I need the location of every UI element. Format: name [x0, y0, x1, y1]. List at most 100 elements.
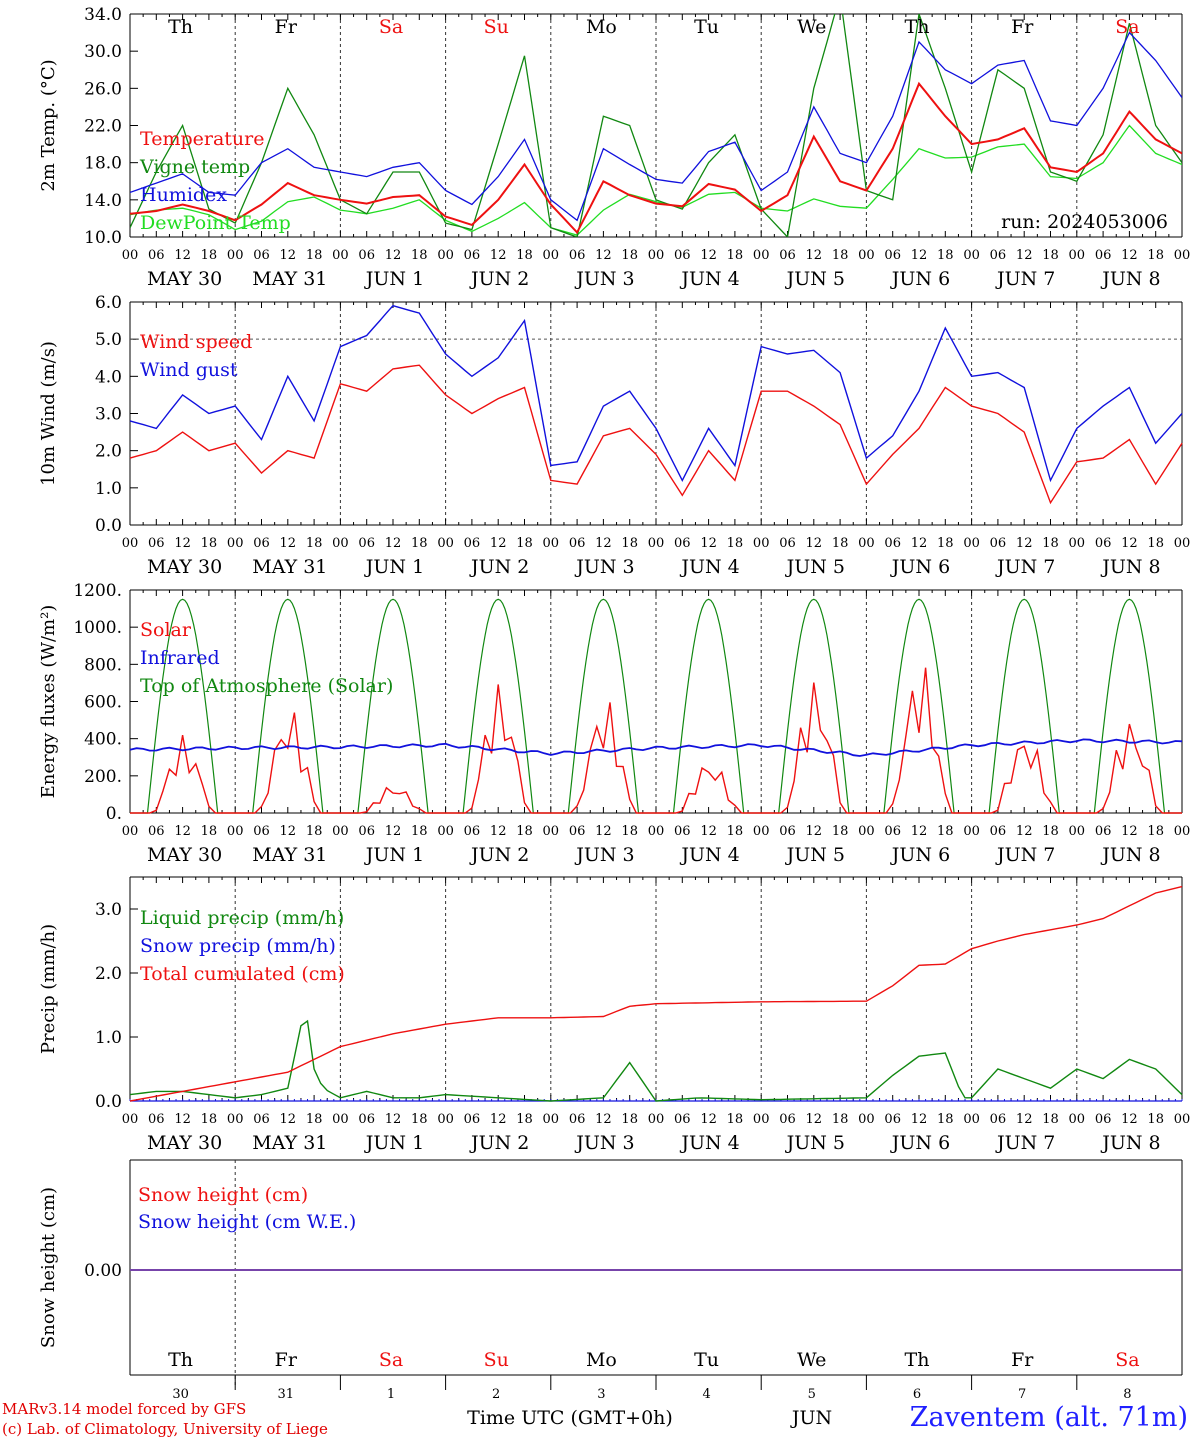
panel-3-hour-label: 06 — [779, 824, 796, 839]
panel-4-y-tick-label: 3.0 — [95, 900, 122, 920]
panel-1-date-label: JUN 7 — [995, 268, 1055, 290]
panel-4-date-label: MAY 31 — [252, 1132, 327, 1154]
panel-4-date-label: JUN 3 — [574, 1132, 634, 1154]
panel-4-hour-label: 06 — [464, 1112, 481, 1127]
bottom-weekday-label: Th — [905, 1349, 930, 1371]
panel-4-hour-label: 12 — [1121, 1112, 1138, 1127]
panel-4-hour-label: 18 — [937, 1112, 954, 1127]
panel-3-hour-label: 12 — [490, 824, 507, 839]
panel-3-hour-label: 18 — [1042, 824, 1059, 839]
panel-1-hour-label: 18 — [1042, 248, 1059, 263]
panel-4-hour-label: 00 — [858, 1112, 875, 1127]
weekday-label: We — [797, 16, 826, 38]
panel-4-hour-label: 00 — [332, 1112, 349, 1127]
panel-4-hour-label: 00 — [543, 1112, 560, 1127]
panel-2-hour-label: 12 — [806, 536, 823, 551]
panel-3-hour-label: 00 — [543, 824, 560, 839]
bottom-day-number: 4 — [702, 1387, 710, 1402]
panel-3-hour-label: 00 — [858, 824, 875, 839]
panel-1-hour-label: 06 — [569, 248, 586, 263]
panel-2-hour-label: 12 — [490, 536, 507, 551]
panel-3-hour-label: 12 — [280, 824, 297, 839]
panel-2-hour-label: 12 — [1016, 536, 1033, 551]
panel-4-legend-snow-precip-mm-h-: Snow precip (mm/h) — [140, 935, 336, 957]
panel-4-date-label: JUN 2 — [469, 1132, 529, 1154]
panel-2-date-label: JUN 5 — [785, 556, 845, 578]
bottom-weekday-label: Fr — [275, 1349, 298, 1371]
panel-4-hour-label: 06 — [674, 1112, 691, 1127]
bottom-day-number: 30 — [172, 1387, 189, 1402]
bottom-weekday-label: Mo — [586, 1349, 617, 1371]
panel-4-hour-label: 18 — [621, 1112, 638, 1127]
panel-1-hour-label: 12 — [806, 248, 823, 263]
panel-1-hour-label: 06 — [358, 248, 375, 263]
bottom-weekday-label: Sa — [1115, 1349, 1139, 1371]
panel-1-hour-label: 06 — [464, 248, 481, 263]
series-wind-speed — [129, 364, 1183, 505]
panel-4-date-label: JUN 4 — [679, 1132, 739, 1154]
panel-4-hour-label: 06 — [1095, 1112, 1112, 1127]
panel-4-date-label: JUN 7 — [995, 1132, 1055, 1154]
panel-1-legend-temperature: Temperature — [140, 128, 264, 150]
panel-3-hour-label: 18 — [1147, 824, 1164, 839]
panel-1-hour-label: 00 — [648, 248, 665, 263]
panel-3-legend-top-of-atmosphere-solar-: Top of Atmosphere (Solar) — [140, 675, 393, 697]
panel-3-hour-label: 12 — [174, 824, 191, 839]
panel-4-y-tick-label: 0.0 — [95, 1092, 122, 1112]
series-infrared — [129, 738, 1183, 757]
panel-2-hour-label: 18 — [727, 536, 744, 551]
panel-3-hour-label: 12 — [911, 824, 928, 839]
panel-2-hour-label: 00 — [122, 536, 139, 551]
panel-1-hour-label: 18 — [727, 248, 744, 263]
panel-3-hour-label: 00 — [332, 824, 349, 839]
panel-3-date-label: JUN 6 — [890, 844, 950, 866]
panel-1-hour-label: 18 — [411, 248, 428, 263]
panel-4-hour-label: 00 — [227, 1112, 244, 1127]
panel-3-y-label: Energy fluxes (W/m²) — [38, 605, 59, 799]
bottom-day-number: 2 — [492, 1387, 500, 1402]
panel-3-y-tick-label: 600. — [84, 693, 122, 713]
panel-2-y-tick-label: 1.0 — [95, 479, 122, 499]
panel-3-hour-label: 06 — [464, 824, 481, 839]
panel-2-hour-label: 18 — [411, 536, 428, 551]
panel-2-date-label: JUN 1 — [364, 556, 424, 578]
panel-1-y-tick-label: 34.0 — [84, 5, 122, 25]
panel-3-hour-label: 00 — [648, 824, 665, 839]
panel-1-hour-label: 00 — [227, 248, 244, 263]
panel-1-hour-label: 18 — [306, 248, 323, 263]
bottom-weekday-label: Tu — [694, 1349, 719, 1371]
panel-2-hour-label: 00 — [227, 536, 244, 551]
bottom-day-number: 8 — [1123, 1387, 1131, 1402]
panel-1-hour-label: 18 — [832, 248, 849, 263]
panel-3-hour-label: 00 — [963, 824, 980, 839]
panel-3-hour-label: 00 — [1069, 824, 1086, 839]
panel-5-y-label: Snow height (cm) — [38, 1187, 59, 1348]
weekday-label: Tu — [694, 16, 719, 38]
panel-2-hour-label: 06 — [990, 536, 1007, 551]
panel-4-date-label: MAY 30 — [147, 1132, 222, 1154]
panel-1-y-label: 2m Temp. (°C) — [38, 59, 59, 191]
panel-2-hour-label: 18 — [201, 536, 218, 551]
panel-3-hour-label: 06 — [990, 824, 1007, 839]
panel-4-hour-label: 06 — [884, 1112, 901, 1127]
panel-3-y-tick-label: 1200. — [73, 581, 122, 601]
panel-2-y-label: 10m Wind (m/s) — [38, 341, 59, 486]
panel-1-hour-label: 12 — [1016, 248, 1033, 263]
panel-1-date-label: JUN 1 — [364, 268, 424, 290]
panel-3-y-tick-label: 1000. — [73, 618, 122, 638]
panel-1-hour-label: 06 — [148, 248, 165, 263]
panel-4-hour-label: 12 — [280, 1112, 297, 1127]
panel-4-hour-label: 12 — [385, 1112, 402, 1127]
panel-3-hour-label: 06 — [884, 824, 901, 839]
panel-3-y-tick-label: 200. — [84, 767, 122, 787]
panel-4-hour-label: 12 — [700, 1112, 717, 1127]
bottom-day-number: 5 — [808, 1387, 816, 1402]
panel-3-legend-solar: Solar — [140, 619, 192, 641]
panel-4-hour-label: 18 — [516, 1112, 533, 1127]
panel-2-date-label: JUN 2 — [469, 556, 529, 578]
panel-2-hour-label: 00 — [1069, 536, 1086, 551]
panel-3-legend-infrared: Infrared — [140, 647, 220, 669]
panel-4-date-label: JUN 1 — [364, 1132, 424, 1154]
panel-2-hour-label: 18 — [832, 536, 849, 551]
panel-2-hour-label: 12 — [385, 536, 402, 551]
